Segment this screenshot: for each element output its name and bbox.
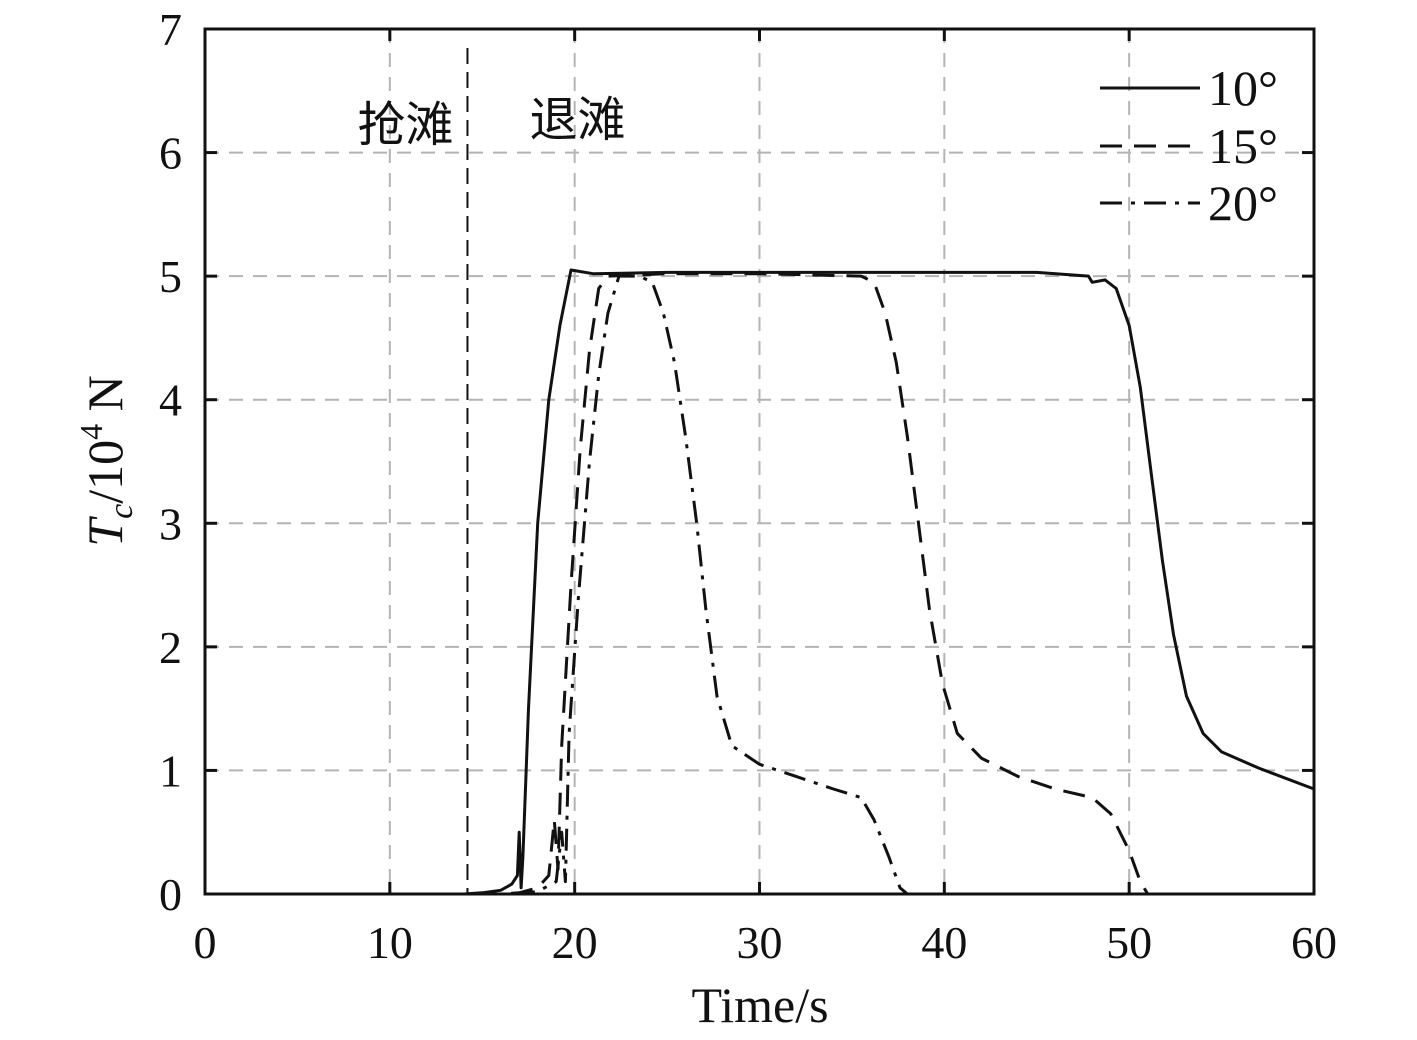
legend-label-2: 20° bbox=[1208, 175, 1278, 231]
y-tick-label: 0 bbox=[159, 869, 182, 920]
y-tick-label: 2 bbox=[159, 622, 182, 673]
series-line-2 bbox=[205, 274, 909, 896]
y-axis-title-unit: N bbox=[77, 375, 133, 424]
series-line-1 bbox=[205, 272, 1149, 896]
legend-label-0: 10° bbox=[1208, 60, 1278, 116]
y-axis-title-main: T bbox=[77, 516, 133, 547]
legend-label-1: 15° bbox=[1208, 118, 1278, 174]
y-tick-label: 5 bbox=[159, 251, 182, 302]
y-axis-title-superscript: 4 bbox=[73, 424, 109, 440]
x-tick-label: 60 bbox=[1291, 917, 1337, 968]
y-tick-label: 7 bbox=[159, 4, 182, 55]
tick-layer: 0 10 20 30 40 50 60 0 1 2 3 4 5 6 7 bbox=[159, 4, 1337, 968]
y-tick-label: 1 bbox=[159, 745, 182, 796]
series-layer bbox=[205, 268, 1315, 896]
series-line-0 bbox=[205, 268, 1315, 896]
y-axis-title-subscript: c bbox=[103, 504, 140, 519]
x-tick-label: 0 bbox=[194, 917, 217, 968]
y-tick-label: 6 bbox=[159, 128, 182, 179]
y-tick-label: 4 bbox=[159, 375, 182, 426]
x-tick-label: 20 bbox=[552, 917, 598, 968]
x-axis-title: Time/s bbox=[691, 977, 828, 1033]
y-axis-title: Tc/104 N bbox=[73, 375, 140, 546]
legend: 10°15°20° bbox=[1100, 60, 1278, 231]
x-tick-label: 50 bbox=[1106, 917, 1152, 968]
annotation-left: 抢滩 bbox=[357, 97, 453, 153]
x-tick-label: 10 bbox=[367, 917, 413, 968]
y-axis-title-rest: /10 bbox=[77, 440, 133, 504]
x-tick-label: 30 bbox=[737, 917, 783, 968]
x-tick-label: 40 bbox=[921, 917, 967, 968]
grid-layer bbox=[205, 29, 1314, 894]
y-tick-label: 3 bbox=[159, 498, 182, 549]
annotation-right: 退滩 bbox=[529, 92, 625, 148]
annotation-layer: 抢滩 退滩 bbox=[357, 48, 625, 894]
